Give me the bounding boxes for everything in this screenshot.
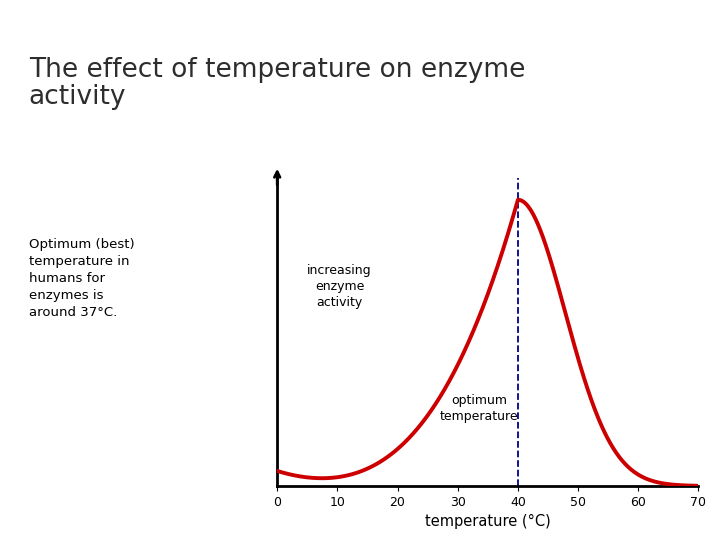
Text: Optimum (best)
temperature in
humans for
enzymes is
around 37°C.: Optimum (best) temperature in humans for… [29,238,135,319]
Text: The effect of temperature on enzyme: The effect of temperature on enzyme [29,57,525,83]
Text: activity: activity [29,84,126,110]
Text: optimum
temperature: optimum temperature [439,394,518,423]
Text: increasing
enzyme
activity: increasing enzyme activity [307,265,372,309]
X-axis label: temperature (°C): temperature (°C) [425,514,551,529]
